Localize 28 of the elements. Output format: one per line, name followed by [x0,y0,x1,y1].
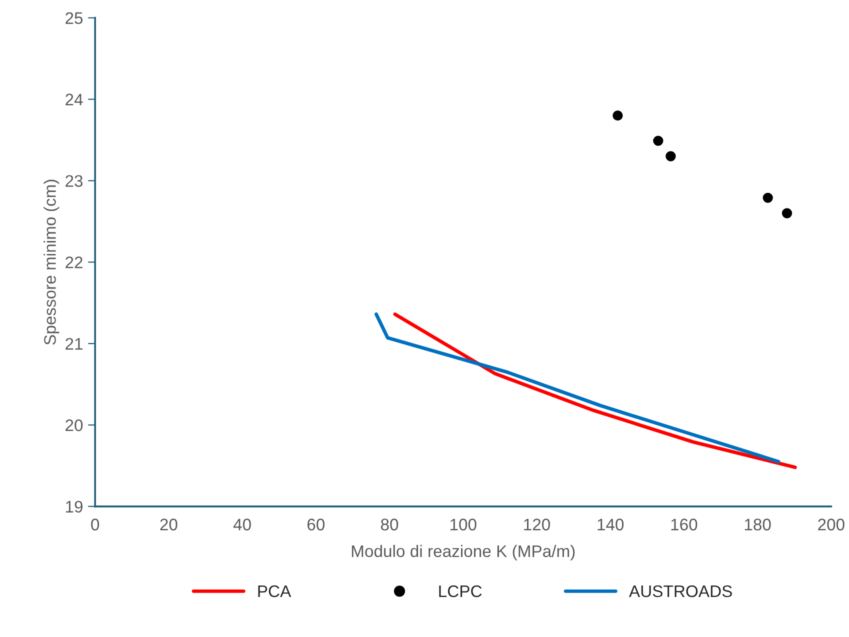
x-tick-label: 40 [233,518,251,530]
x-tick-label: 180 [744,518,771,530]
y-tick-label: 24 [66,94,83,106]
x-tick-label: 120 [524,518,550,530]
x-axis-title: Modulo di reazione K (MPa/m) [352,544,575,560]
point [666,151,676,162]
point [612,110,623,121]
x-tick-label: 100 [450,518,476,530]
x-tick-label: 60 [307,518,325,530]
y-tick-label: 23 [66,175,83,187]
legend-label: LCPC [439,585,482,598]
point [782,208,792,218]
x-tick-label: 200 [818,518,844,530]
x-tick-label: 20 [160,518,178,530]
y-tick-label: 19 [66,500,82,513]
y-tick-label: 22 [66,256,82,268]
x-tick-label: 80 [380,518,398,530]
legend-label: AUSTROADS [629,585,732,598]
x-tick-label: 140 [598,518,624,530]
y-tick-label: 25 [66,12,83,24]
x-tick-label: 160 [671,518,698,530]
y-tick-label: 21 [66,338,82,350]
legend-label: PCA [258,585,292,598]
y-tick-label: 20 [66,419,83,432]
point [653,136,664,146]
point [762,192,773,203]
x-tick-label: 0 [91,518,100,530]
y-axis-title: Spessore minimo (cm) [44,180,60,345]
